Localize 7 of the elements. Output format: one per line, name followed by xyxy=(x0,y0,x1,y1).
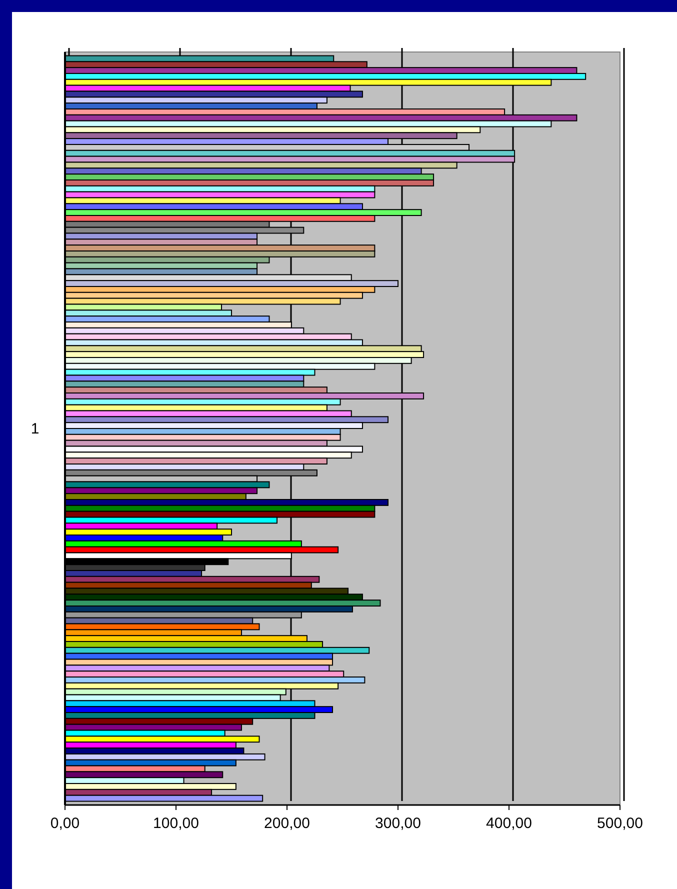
x-tick-label: 300,00 xyxy=(375,815,421,832)
x-tick-label: 0,00 xyxy=(50,815,80,832)
x-tick-label: 100,00 xyxy=(153,815,199,832)
x-tick-label: 400,00 xyxy=(486,815,532,832)
y-tick-label: 1 xyxy=(30,420,40,438)
x-tick-label: 500,00 xyxy=(597,815,643,832)
x-tick-label: 200,00 xyxy=(264,815,310,832)
